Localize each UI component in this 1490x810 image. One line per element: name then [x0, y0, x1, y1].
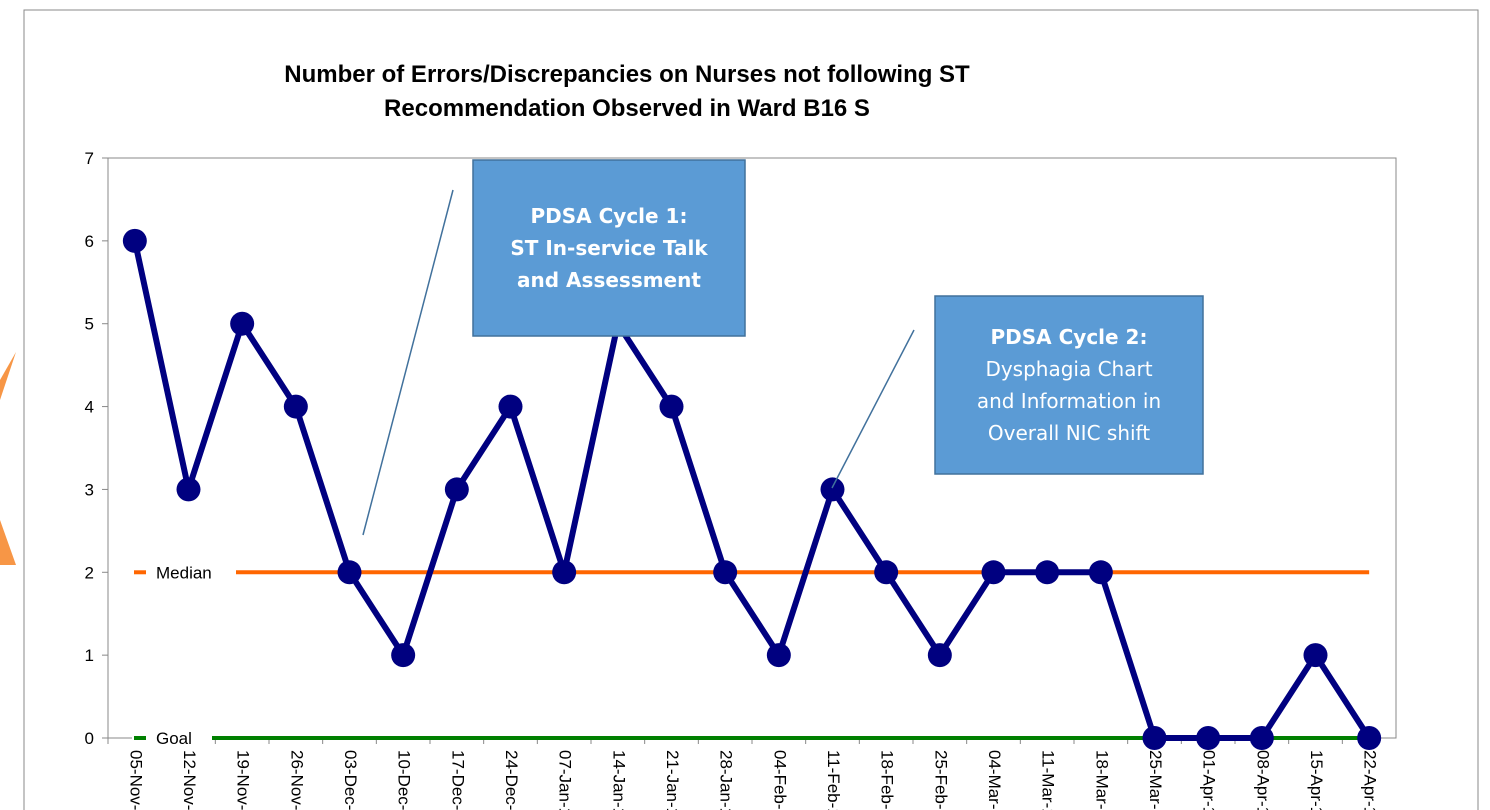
data-point: [659, 394, 684, 419]
y-tick-label: 3: [85, 480, 94, 499]
annotation-box: [934, 295, 1204, 475]
data-point: [337, 560, 362, 585]
annotation-text: ST In-service Talk: [510, 236, 708, 260]
data-point: [1249, 726, 1274, 750]
x-tick-label: 03-Dec-17: [341, 750, 360, 810]
chart-title: Number of Errors/Discrepancies on Nurses…: [284, 61, 970, 88]
annotation-text: and Information in: [977, 389, 1161, 413]
y-tick-label: 6: [85, 232, 94, 251]
data-point: [766, 643, 791, 668]
data-point: [1357, 726, 1382, 750]
x-tick-label: 17-Dec-17: [448, 750, 467, 810]
x-tick-label: 01-Apr-18: [1200, 750, 1219, 810]
data-point: [1303, 643, 1328, 668]
x-tick-label: 18-Feb-18: [878, 750, 897, 810]
data-point: [122, 228, 147, 253]
data-point: [981, 560, 1006, 585]
x-tick-label: 12-Nov-17: [180, 750, 199, 810]
decoration: [0, 352, 16, 400]
data-point: [1142, 726, 1167, 750]
data-point: [391, 643, 416, 668]
x-tick-label: 07-Jan-18: [556, 750, 575, 810]
data-point: [820, 477, 845, 502]
x-tick-label: 14-Jan-18: [609, 750, 628, 810]
data-point: [230, 311, 255, 336]
reference-label-bg: [132, 727, 212, 749]
x-tick-label: 04-Feb-18: [770, 750, 789, 810]
reference-label: Goal: [156, 729, 192, 748]
x-tick-label: 19-Nov-17: [234, 750, 253, 810]
chart-frame: [23, 9, 1479, 810]
x-tick-label: 25-Mar-18: [1146, 750, 1165, 810]
annotation-text: Dysphagia Chart: [985, 357, 1152, 381]
data-point: [498, 394, 523, 419]
x-tick-label: 21-Jan-18: [663, 750, 682, 810]
chart-title: Recommendation Observed in Ward B16 S: [384, 95, 870, 122]
x-tick-label: 05-Nov-17: [126, 750, 145, 810]
data-point: [552, 560, 577, 585]
y-tick-label: 4: [85, 398, 94, 417]
data-point: [1035, 560, 1060, 585]
x-tick-label: 22-Apr-18: [1361, 750, 1380, 810]
x-tick-label: 24-Dec-17: [502, 750, 521, 810]
x-tick-label: 10-Dec-17: [395, 750, 414, 810]
data-point: [1196, 726, 1221, 750]
annotation-box: [472, 159, 746, 337]
x-tick-label: 18-Mar-18: [1092, 750, 1111, 810]
callout-line: [831, 329, 915, 489]
data-point: [176, 477, 201, 502]
x-tick-label: 25-Feb-18: [931, 750, 950, 810]
data-point: [713, 560, 738, 585]
data-point: [927, 643, 952, 668]
y-tick-label: 7: [85, 149, 94, 168]
reference-label: Median: [156, 563, 212, 582]
x-tick-label: 08-Apr-18: [1253, 750, 1272, 810]
annotation-text: PDSA Cycle 1:: [531, 204, 688, 228]
y-tick-label: 0: [85, 729, 94, 748]
data-point: [874, 560, 899, 585]
callout-line: [362, 189, 454, 536]
data-point: [444, 477, 469, 502]
x-tick-label: 26-Nov-17: [287, 750, 306, 810]
x-tick-label: 28-Jan-18: [717, 750, 736, 810]
x-tick-label: 11-Mar-18: [1039, 750, 1058, 810]
y-tick-label: 1: [85, 646, 94, 665]
y-tick-label: 2: [85, 563, 94, 582]
data-point: [283, 394, 308, 419]
x-tick-label: 11-Feb-18: [824, 750, 843, 810]
annotation-text: and Assessment: [517, 268, 701, 292]
x-tick-label: 15-Apr-18: [1307, 750, 1326, 810]
annotation-text: PDSA Cycle 2:: [991, 325, 1148, 349]
y-tick-label: 5: [85, 315, 94, 334]
decoration: [0, 520, 16, 565]
reference-label-bg: [132, 561, 236, 584]
data-point: [1088, 560, 1113, 585]
x-tick-label: 04-Mar-18: [985, 750, 1004, 810]
annotation-text: Overall NIC shift: [988, 421, 1150, 445]
